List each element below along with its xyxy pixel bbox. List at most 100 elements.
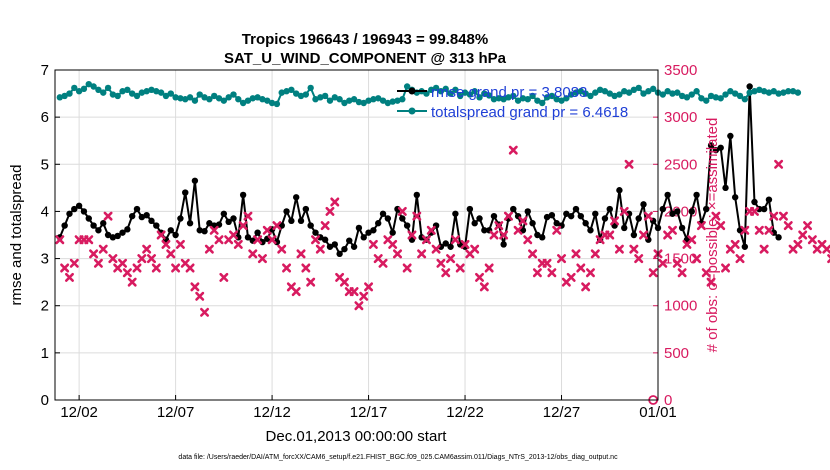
data-point	[765, 196, 773, 203]
data-point	[567, 212, 575, 220]
data-point	[80, 208, 88, 215]
data-point	[326, 243, 334, 250]
data-point	[432, 84, 440, 92]
data-point	[71, 205, 78, 213]
y-left-tick-label: 2	[41, 298, 49, 315]
data-point	[196, 227, 203, 234]
obs-assimilated-mark	[272, 221, 282, 231]
y-axis-label-right: # of obs: o=possible; ×=assimilated	[704, 118, 721, 353]
obs-assimilated-mark	[740, 225, 750, 235]
data-point	[259, 96, 266, 103]
data-point	[61, 92, 68, 100]
data-point	[669, 90, 676, 97]
data-point	[457, 92, 464, 100]
data-point	[196, 91, 203, 98]
data-point	[124, 86, 131, 94]
obs-assimilated-mark	[532, 268, 542, 278]
data-point	[442, 240, 449, 247]
obs-assimilated-mark	[557, 254, 567, 264]
obs-assimilated-mark	[175, 239, 185, 249]
data-point	[114, 92, 121, 100]
obs-assimilated-mark	[696, 221, 706, 231]
obs-assimilated-mark	[122, 268, 132, 278]
data-point	[182, 96, 189, 103]
obs-assimilated-mark	[431, 244, 441, 254]
data-point	[510, 205, 517, 213]
data-point	[244, 97, 252, 104]
x-tick-label: 12/17	[350, 404, 388, 421]
data-point	[331, 241, 338, 248]
data-point	[707, 92, 715, 100]
data-point	[534, 97, 541, 104]
data-point	[230, 215, 237, 222]
data-point	[206, 220, 213, 227]
data-point	[659, 205, 667, 213]
data-point	[534, 231, 541, 239]
data-point	[153, 222, 160, 229]
data-point	[625, 89, 633, 96]
legend-rmse-marker	[408, 87, 416, 95]
data-point	[80, 85, 88, 93]
obs-assimilated-mark	[672, 258, 682, 268]
data-point	[239, 99, 247, 107]
obs-assimilated-mark	[716, 221, 726, 231]
data-point	[447, 243, 454, 250]
data-point	[722, 91, 729, 98]
data-point	[90, 83, 97, 90]
obs-assimilated-mark	[84, 235, 94, 245]
data-point	[678, 224, 686, 232]
data-point	[167, 227, 174, 234]
data-point	[293, 194, 300, 201]
obs-assimilated-mark	[64, 272, 74, 282]
obs-assimilated-mark	[658, 258, 668, 268]
data-point	[379, 210, 387, 217]
obs-assimilated-mark	[624, 159, 634, 169]
obs-assimilated-mark	[590, 249, 600, 259]
obs-assimilated-mark	[803, 221, 813, 231]
y-right-tick-label: 500	[664, 345, 689, 362]
obs-assimilated-mark	[769, 211, 779, 221]
obs-assimilated-mark	[349, 287, 359, 297]
data-point	[321, 92, 329, 100]
x-tick-label: 12/22	[446, 404, 484, 421]
data-point	[128, 212, 136, 220]
data-point	[529, 220, 536, 227]
obs-assimilated-mark	[706, 277, 716, 287]
data-point	[210, 92, 218, 100]
data-point	[635, 84, 642, 92]
data-point	[206, 96, 213, 103]
data-point	[698, 95, 705, 102]
data-point	[100, 220, 107, 227]
obs-assimilated-mark	[735, 254, 745, 264]
obs-assimilated-mark	[219, 272, 229, 282]
obs-assimilated-mark	[677, 268, 687, 278]
obs-assimilated-mark	[547, 268, 557, 278]
data-point	[399, 96, 406, 103]
data-point	[775, 234, 782, 241]
obs-assimilated-mark	[146, 254, 156, 264]
obs-assimilated-mark	[687, 235, 697, 245]
data-point	[659, 91, 667, 98]
data-point	[674, 89, 681, 96]
data-point	[350, 96, 358, 103]
obs-assimilated-mark	[301, 263, 311, 273]
data-point	[712, 94, 720, 101]
data-point	[297, 92, 305, 100]
data-point	[645, 88, 652, 95]
data-point	[471, 220, 478, 227]
series-layer	[55, 80, 830, 405]
data-point	[529, 92, 536, 100]
data-point	[794, 89, 802, 96]
data-point	[746, 89, 753, 96]
legend: rmse grand pr = 3.8083 totalspread grand…	[397, 84, 628, 121]
data-point	[297, 217, 305, 225]
data-point	[577, 212, 585, 220]
data-point	[225, 218, 232, 225]
obs-assimilated-mark	[325, 206, 335, 216]
obs-assimilated-mark	[605, 230, 615, 240]
data-point	[442, 85, 449, 93]
data-point	[138, 213, 146, 221]
data-point	[355, 224, 363, 232]
